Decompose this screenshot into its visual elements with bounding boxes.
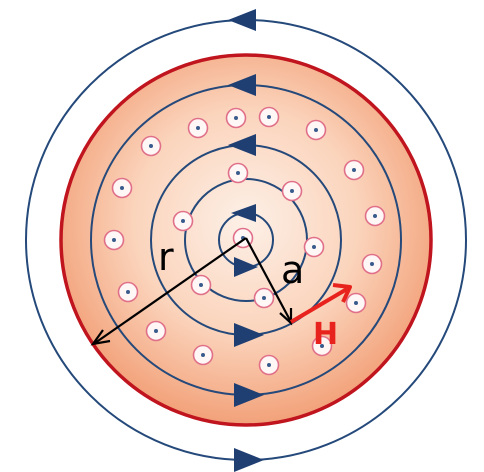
radius-a-arrowhead — [279, 308, 293, 326]
current-out-of-page-icon — [192, 344, 214, 366]
counterclockwise-arrow-icon — [234, 448, 264, 472]
current-markers — [103, 106, 386, 376]
field-vector-line — [289, 287, 349, 324]
field-vector-arrowhead — [332, 283, 352, 303]
current-out-of-page-icon — [172, 210, 194, 232]
current-out-of-page-icon — [190, 274, 212, 296]
counterclockwise-arrow-icon — [228, 9, 256, 31]
current-out-of-page-icon — [281, 180, 303, 202]
current-out-of-page-icon — [305, 119, 327, 141]
current-out-of-page-icon — [258, 106, 280, 128]
current-out-of-page-icon — [343, 159, 365, 181]
current-out-of-page-icon — [345, 292, 367, 314]
current-out-of-page-icon — [140, 135, 162, 157]
counterclockwise-arrow-icon — [228, 134, 256, 156]
current-out-of-page-icon — [225, 107, 247, 129]
current-out-of-page-icon — [187, 117, 209, 139]
radius-r-arrowhead — [90, 329, 111, 346]
counterclockwise-arrow-icon — [228, 74, 256, 96]
current-out-of-page-icon — [258, 354, 280, 376]
counterclockwise-arrow-icon — [231, 204, 256, 222]
current-out-of-page-icon — [303, 236, 325, 258]
radius-a-label: a — [281, 248, 304, 292]
current-out-of-page-icon — [364, 205, 386, 227]
counterclockwise-arrow-icon — [234, 383, 264, 407]
current-out-of-page-icon — [227, 162, 249, 184]
current-out-of-page-icon — [361, 253, 383, 275]
counterclockwise-arrow-icon — [234, 323, 264, 347]
current-out-of-page-icon — [111, 177, 133, 199]
current-out-of-page-icon — [103, 229, 125, 251]
field-direction-arrows — [228, 9, 264, 472]
radius-a-line — [245, 237, 292, 323]
current-out-of-page-icon — [117, 281, 139, 303]
field-vector-h — [289, 283, 352, 324]
counterclockwise-arrow-icon — [234, 257, 258, 277]
current-out-of-page-icon — [311, 335, 333, 357]
field-h-label: H — [313, 317, 338, 352]
radius-r-line — [94, 237, 247, 344]
radius-lines — [90, 237, 293, 346]
current-out-of-page-icon — [145, 320, 167, 342]
current-out-of-page-icon — [253, 287, 275, 309]
radius-r-label: r — [158, 235, 174, 279]
